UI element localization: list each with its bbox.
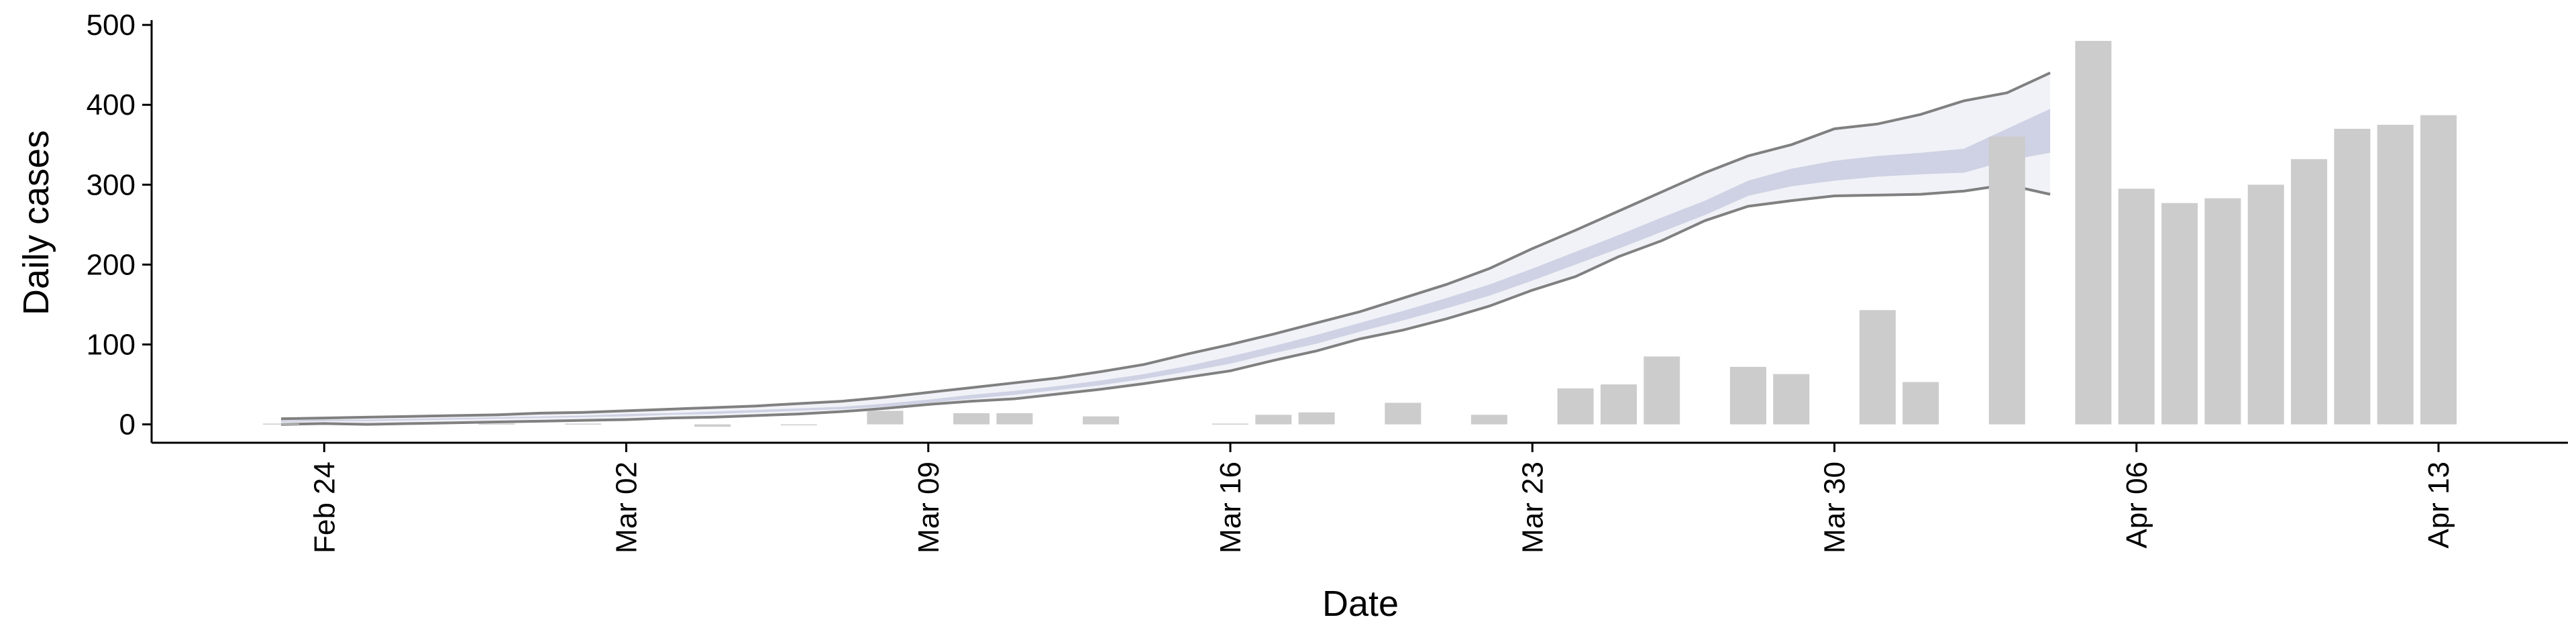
y-tick-label: 400 xyxy=(87,89,136,121)
bar xyxy=(953,413,990,425)
band-edge-line xyxy=(280,71,2051,421)
bar xyxy=(996,413,1033,425)
bar xyxy=(1557,388,1594,425)
bar xyxy=(1212,423,1249,425)
bar xyxy=(1729,366,1766,425)
x-tick-label: Apr 06 xyxy=(2121,462,2153,549)
bar xyxy=(1083,416,1120,425)
x-tick-label: Feb 24 xyxy=(308,462,341,553)
bar xyxy=(2075,40,2112,425)
bar xyxy=(694,424,731,427)
bar xyxy=(478,423,515,425)
y-tick-label: 300 xyxy=(87,168,136,201)
x-tick-label: Apr 13 xyxy=(2422,462,2455,549)
bar xyxy=(780,424,817,426)
y-axis-title: Daily cases xyxy=(16,130,56,315)
bar xyxy=(1600,384,1637,425)
x-tick-label: Mar 02 xyxy=(610,462,643,553)
bar xyxy=(565,423,602,425)
x-tick-label: Mar 30 xyxy=(1819,462,1851,553)
bar xyxy=(2118,189,2155,425)
bar xyxy=(2161,203,2198,425)
bar xyxy=(2247,184,2284,425)
y-tick-label: 0 xyxy=(119,409,136,441)
bar xyxy=(867,411,904,425)
bar xyxy=(1385,402,1421,425)
x-tick-label: Mar 09 xyxy=(912,462,945,553)
x-axis-title: Date xyxy=(1322,584,1399,624)
x-tick-label: Mar 16 xyxy=(1214,462,1247,553)
bar xyxy=(1644,356,1680,425)
bar xyxy=(1470,415,1507,425)
bar xyxy=(1988,136,2025,425)
bar xyxy=(2291,159,2328,425)
band-edge-line xyxy=(280,183,2051,426)
bar xyxy=(1859,310,1896,425)
bar xyxy=(1298,412,1335,425)
bar xyxy=(2420,115,2457,425)
bar xyxy=(262,423,299,425)
bar xyxy=(2204,198,2241,425)
y-tick-label: 500 xyxy=(87,9,136,42)
bar xyxy=(1255,415,1292,425)
bar xyxy=(2334,128,2371,425)
bar xyxy=(1773,374,1810,425)
bar xyxy=(2377,125,2414,425)
y-tick-label: 200 xyxy=(87,248,136,281)
y-tick-label: 100 xyxy=(87,329,136,362)
bar xyxy=(1902,382,1939,425)
x-tick-label: Mar 23 xyxy=(1516,462,1549,553)
